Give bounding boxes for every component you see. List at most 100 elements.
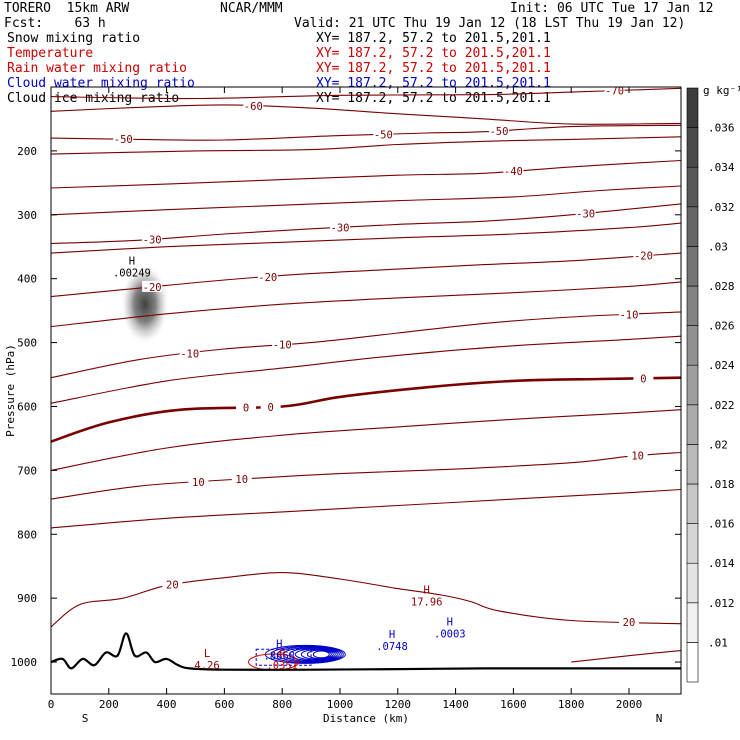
fcst-label: Fcst: 63 h [4, 16, 106, 31]
temperature-contour [50, 104, 682, 125]
colorbar-swatch [686, 404, 699, 445]
temperature-contour [50, 451, 682, 500]
temperature-contour [571, 650, 682, 663]
colorbar-tick-label: .01 [708, 636, 728, 649]
temperature-contour-label: -20 [258, 272, 277, 284]
init-label: Init: 06 UTC Tue 17 Jan 12 [510, 1, 714, 16]
extremum-value: 4.26 [194, 660, 219, 672]
y-tick-label: 200 [17, 145, 37, 158]
temperature-contour-label: -30 [143, 234, 162, 246]
contour-label-bg [142, 233, 163, 245]
colorbar-swatch [686, 642, 699, 683]
extremum-marker: H [447, 616, 453, 628]
temperature-contour-label: 10 [192, 477, 205, 489]
x-tick-label: 600 [214, 698, 234, 711]
colorbar-swatch [686, 562, 699, 604]
field-xy-snow: XY= 187.2, 57.2 to 201.5,201.1 [316, 31, 551, 46]
temperature-contour-label: -10 [180, 348, 199, 360]
temperature-contour-label: 10 [631, 451, 644, 463]
x-axis-title: Distance (km) [323, 712, 409, 725]
contour-label-bg [488, 124, 509, 136]
colorbar-swatch [686, 325, 699, 366]
contour-label-bg [627, 449, 648, 461]
extremum-marker: H [279, 648, 285, 660]
colorbar-swatch [686, 127, 699, 168]
colorbar-tick-label: .024 [708, 359, 735, 372]
contour-label-bg [503, 165, 524, 177]
extremum-value: .0003 [434, 628, 466, 640]
temperature-contour [50, 409, 682, 471]
temperature-contour-label: 20 [166, 580, 179, 592]
colorbar-swatch [686, 206, 699, 247]
temperature-contour-label: 0 [640, 373, 646, 385]
colorbar-unit: g kg⁻¹ [703, 84, 740, 97]
temperature-contour-label: -60 [244, 101, 263, 113]
temperature-contour-label: 0 [243, 403, 249, 415]
contour-label-bg [633, 249, 654, 261]
colorbar-tick-label: .028 [708, 280, 735, 293]
contour-label-bg [633, 372, 654, 384]
x-tick-label: 800 [272, 698, 292, 711]
temperature-contour [50, 222, 682, 254]
contour-label-bg [179, 347, 200, 359]
temperature-contour-label: 10 [235, 474, 248, 486]
colorbar-tick-label: .018 [708, 478, 735, 491]
contour-label-bg [329, 221, 350, 233]
extremum-value: .00249 [113, 267, 151, 279]
y-tick-label: 800 [17, 528, 37, 541]
contour-label-bg [162, 578, 183, 590]
extremum-marker: L [204, 648, 210, 660]
temperature-contour [50, 185, 682, 216]
temperature-contour [50, 488, 682, 529]
x-end-label-south: S [82, 712, 89, 725]
temperature-contour-label: -20 [634, 251, 653, 263]
model-label: TORERO 15km ARW [4, 1, 130, 16]
temperature-contour-label: 20 [623, 617, 636, 629]
x-tick-label: 1200 [385, 698, 412, 711]
extremum-marker: H [276, 639, 282, 651]
x-end-label-north: N [656, 712, 663, 725]
x-tick-label: 200 [99, 698, 119, 711]
temperature-contour [50, 311, 682, 379]
contour-label-bg [272, 338, 293, 350]
x-tick-label: 1400 [442, 698, 469, 711]
colorbar-tick-label: .022 [708, 399, 735, 412]
temperature-contour [50, 87, 682, 100]
temperature-contour-label: -30 [331, 222, 350, 234]
colorbar-tick-label: .034 [708, 161, 735, 174]
colorbar-tick-label: .014 [708, 557, 735, 570]
temperature-contour-label: -70 [605, 86, 624, 98]
y-tick-label: 500 [17, 337, 37, 350]
plot-frame [50, 86, 682, 695]
temperature-contour [50, 136, 682, 155]
x-tick-label: 1600 [500, 698, 527, 711]
x-tick-label: 2000 [616, 698, 643, 711]
colorbar-tick-label: .032 [708, 201, 735, 214]
y-tick-label: 600 [17, 400, 37, 413]
y-tick-label: 900 [17, 592, 37, 605]
x-tick-label: 1000 [327, 698, 354, 711]
x-tick-label: 400 [157, 698, 177, 711]
colorbar-tick-label: .036 [708, 122, 735, 135]
cloud-water-contour [300, 649, 334, 660]
center-label: NCAR/MMM [220, 1, 283, 16]
colorbar-tick-label: .03 [708, 240, 728, 253]
y-tick-label: 700 [17, 464, 37, 477]
valid-label: Valid: 21 UTC Thu 19 Jan 12 (18 LST Thu … [294, 16, 686, 31]
cloud-water-contour [312, 650, 330, 659]
field-name-snow: Snow mixing ratio [7, 31, 141, 46]
y-tick-label: 300 [17, 209, 37, 222]
extremum-marker: H [424, 584, 430, 596]
colorbar-swatch [686, 285, 699, 326]
contour-label-bg [231, 472, 252, 484]
colorbar-swatch [686, 602, 699, 643]
temperature-contour-label: -50 [489, 126, 508, 138]
temperature-contour-label: -10 [273, 340, 292, 352]
contour-label-bg [142, 280, 163, 292]
temperature-contour [50, 572, 682, 628]
y-axis-title: Pressure (hPa) [4, 344, 17, 437]
contour-label-bg [243, 99, 264, 111]
y-tick-label: 400 [17, 273, 37, 286]
temperature-contour-label: -30 [576, 208, 595, 220]
